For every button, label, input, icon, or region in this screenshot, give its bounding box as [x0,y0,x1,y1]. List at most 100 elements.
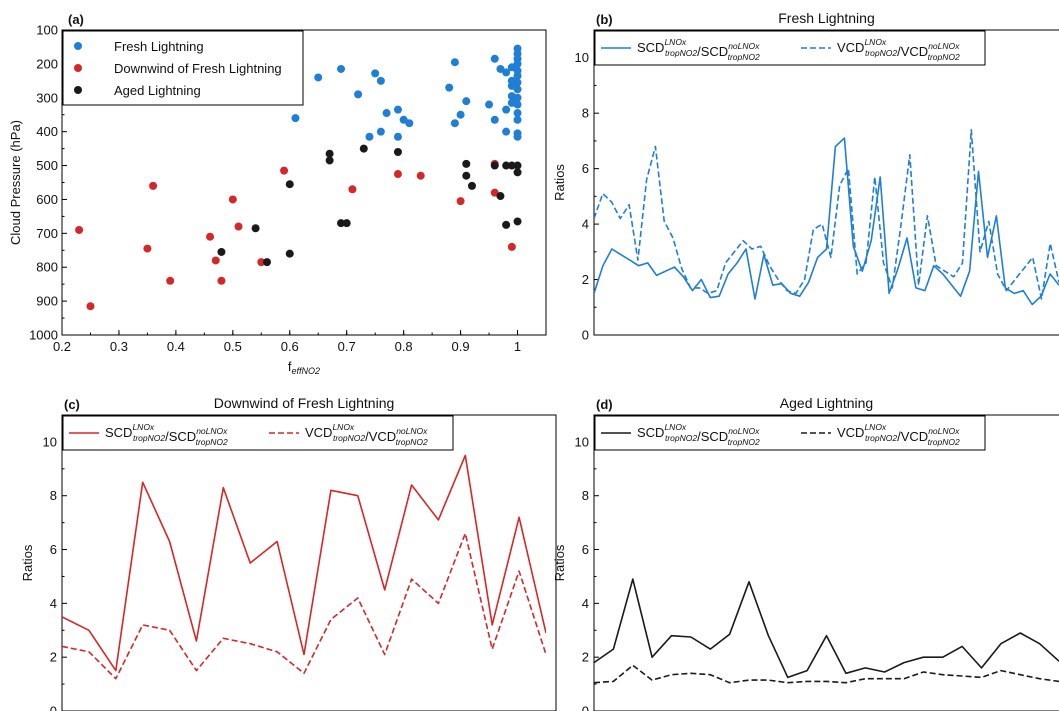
x-tick-label: 0.5 [224,339,242,354]
legend-label: Aged Lightning [114,83,201,98]
y-tick-label: 8 [582,106,589,121]
scatter-point [376,127,385,136]
scatter-point [490,54,499,63]
series-line [594,137,1059,306]
y-axis-label: Ratios [552,164,567,201]
y-tick-label: 600 [36,192,58,207]
scatter-point [359,144,368,153]
y-tick-label: 8 [582,488,589,503]
plot-frame [593,414,1059,711]
legend-box [594,30,986,66]
scatter-point [507,242,516,251]
plot-frame [593,29,1059,336]
panel-d: 0 2 4 6 8 10 SCDLNOx tropNO2/SCDnoLNOx tropNO2VC… [552,395,1059,711]
scatter-point [513,78,522,87]
panel-title: Fresh Lightning [778,10,875,26]
scatter-point [262,258,271,267]
y-tick-label: 0 [582,328,589,343]
scatter-point [513,59,522,68]
y-tick-label: 6 [582,542,589,557]
scatter-point [507,161,516,170]
scatter-point [382,109,391,118]
scatter-point [513,71,522,80]
scatter-point [371,69,380,78]
series-line [62,454,546,672]
scatter-point [314,73,323,82]
scatter-point [365,132,374,141]
scatter-point [513,161,522,170]
scatter-point [513,168,522,177]
x-axis-label: feffNO2 [288,359,320,376]
panel-title: Downwind of Fresh Lightning [214,395,395,411]
panel-title: Aged Lightning [780,395,873,411]
scatter-point [393,170,402,179]
panel-a: 0.2 0.3 0.4 0.5 0.6 0.7 0.8 0.9 1 100 200 300 400 500… [8,12,547,376]
scatter-point [393,132,402,141]
panel-b: 0 2 4 6 8 10 SCDLNOx tropNO2/SCDnoLNOx tropNO2VC… [552,10,1059,343]
scatter-point [416,171,425,180]
panel-letter: (b) [596,12,613,27]
x-tick-label: 0.2 [53,339,71,354]
scatter-point [206,232,215,241]
y-tick-label: 100 [36,23,58,38]
panel-letter: (d) [596,397,613,412]
y-tick-label: 500 [36,158,58,173]
x-tick-label: 0.8 [395,339,413,354]
scatter-point [251,224,260,233]
legend-label: Downwind of Fresh Lightning [114,61,282,76]
scatter-point [513,93,522,102]
scatter-point [462,97,471,106]
scatter-point [462,171,471,180]
y-axis-label: Ratios [20,544,35,581]
y-tick-label: 2 [582,650,589,665]
scatter-point [513,217,522,226]
y-tick-label: 4 [582,596,589,611]
scatter-point [285,180,294,189]
scatter-point [291,114,300,123]
scatter-point [211,256,220,265]
scatter-point [456,110,465,119]
series-group [594,129,1059,306]
scatter-point [337,219,346,228]
y-axis-label: Cloud Pressure (hPa) [8,120,23,245]
scatter-point [166,276,175,285]
scatter-point [405,119,414,128]
y-tick-label: 4 [582,217,589,232]
y-tick-label: 0 [50,704,57,711]
legend-marker [74,64,82,72]
scatter-point [217,276,226,285]
y-tick-label: 400 [36,124,58,139]
x-tick-label: 0.4 [167,339,185,354]
scatter-point [354,90,363,99]
scatter-point [217,247,226,256]
scatter-point [467,181,476,190]
scatter-point [502,220,511,229]
y-tick-label: 1000 [29,328,58,343]
legend-box [594,415,986,451]
scatter-point [342,219,351,228]
scatter-point [257,258,266,267]
scatter-point [445,83,454,92]
scatter-point [280,166,289,175]
scatter-point [337,64,346,73]
scatter-point [485,100,494,109]
y-tick-label: 2 [582,272,589,287]
y-tick-label: 300 [36,90,58,105]
scatter-point [502,127,511,136]
panel-c: 0 2 4 6 8 10 SCDLNOx tropNO2/SCDnoLNOx tropNO2VC… [20,395,557,711]
scatter-point [490,115,499,124]
scatter-point [450,119,459,128]
y-axis-label: Ratios [552,544,567,581]
legend-box [62,415,454,451]
y-tick-label: 4 [50,596,57,611]
scatter-point [393,105,402,114]
legend-marker [74,42,82,50]
scatter-point [285,249,294,258]
scatter-point [450,58,459,67]
series-group [594,578,1059,684]
scatter-point [325,156,334,165]
y-tick-label: 10 [575,434,589,449]
scatter-point [86,302,95,311]
